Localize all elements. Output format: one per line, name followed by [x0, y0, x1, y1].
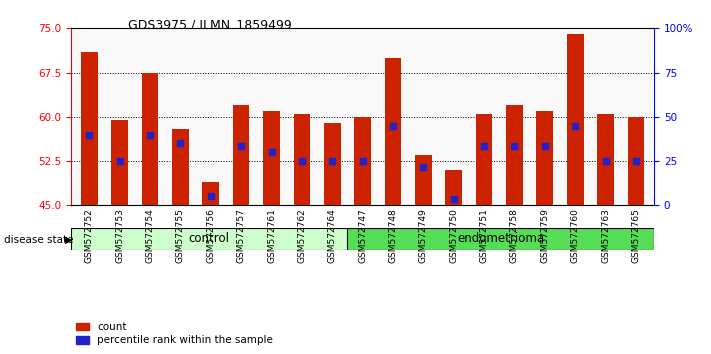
Text: disease state: disease state — [4, 235, 73, 245]
Bar — [232, 105, 250, 205]
Text: GDS3975 / ILMN_1859499: GDS3975 / ILMN_1859499 — [128, 18, 292, 31]
Bar — [71, 228, 347, 250]
Text: control: control — [188, 233, 230, 245]
Point — [570, 123, 581, 129]
Point — [84, 132, 95, 137]
Bar — [324, 123, 341, 205]
Point — [600, 158, 611, 164]
Bar — [415, 155, 432, 205]
Point — [205, 194, 216, 199]
Bar — [476, 114, 493, 205]
Point — [357, 158, 368, 164]
Bar — [506, 105, 523, 205]
Bar — [597, 114, 614, 205]
Bar — [567, 34, 584, 205]
Point — [175, 141, 186, 146]
Bar — [203, 182, 219, 205]
Legend: count, percentile rank within the sample: count, percentile rank within the sample — [76, 322, 273, 345]
Point — [114, 158, 125, 164]
Point — [266, 149, 277, 155]
Point — [539, 143, 550, 149]
Text: endometrioma: endometrioma — [457, 233, 544, 245]
Bar — [112, 120, 128, 205]
Point — [235, 143, 247, 149]
Bar — [263, 111, 280, 205]
Bar — [141, 73, 159, 205]
Point — [144, 132, 156, 137]
Point — [387, 123, 399, 129]
Bar — [294, 114, 310, 205]
Point — [448, 196, 459, 202]
Point — [509, 143, 520, 149]
Point — [630, 158, 641, 164]
Point — [296, 158, 308, 164]
Bar — [385, 58, 401, 205]
Point — [479, 143, 490, 149]
Bar — [354, 117, 371, 205]
Bar — [347, 228, 654, 250]
Bar — [445, 170, 462, 205]
Bar — [81, 52, 97, 205]
Text: ▶: ▶ — [65, 235, 73, 245]
Bar — [537, 111, 553, 205]
Bar — [628, 117, 644, 205]
Point — [417, 164, 429, 170]
Point — [326, 158, 338, 164]
Bar — [172, 129, 188, 205]
